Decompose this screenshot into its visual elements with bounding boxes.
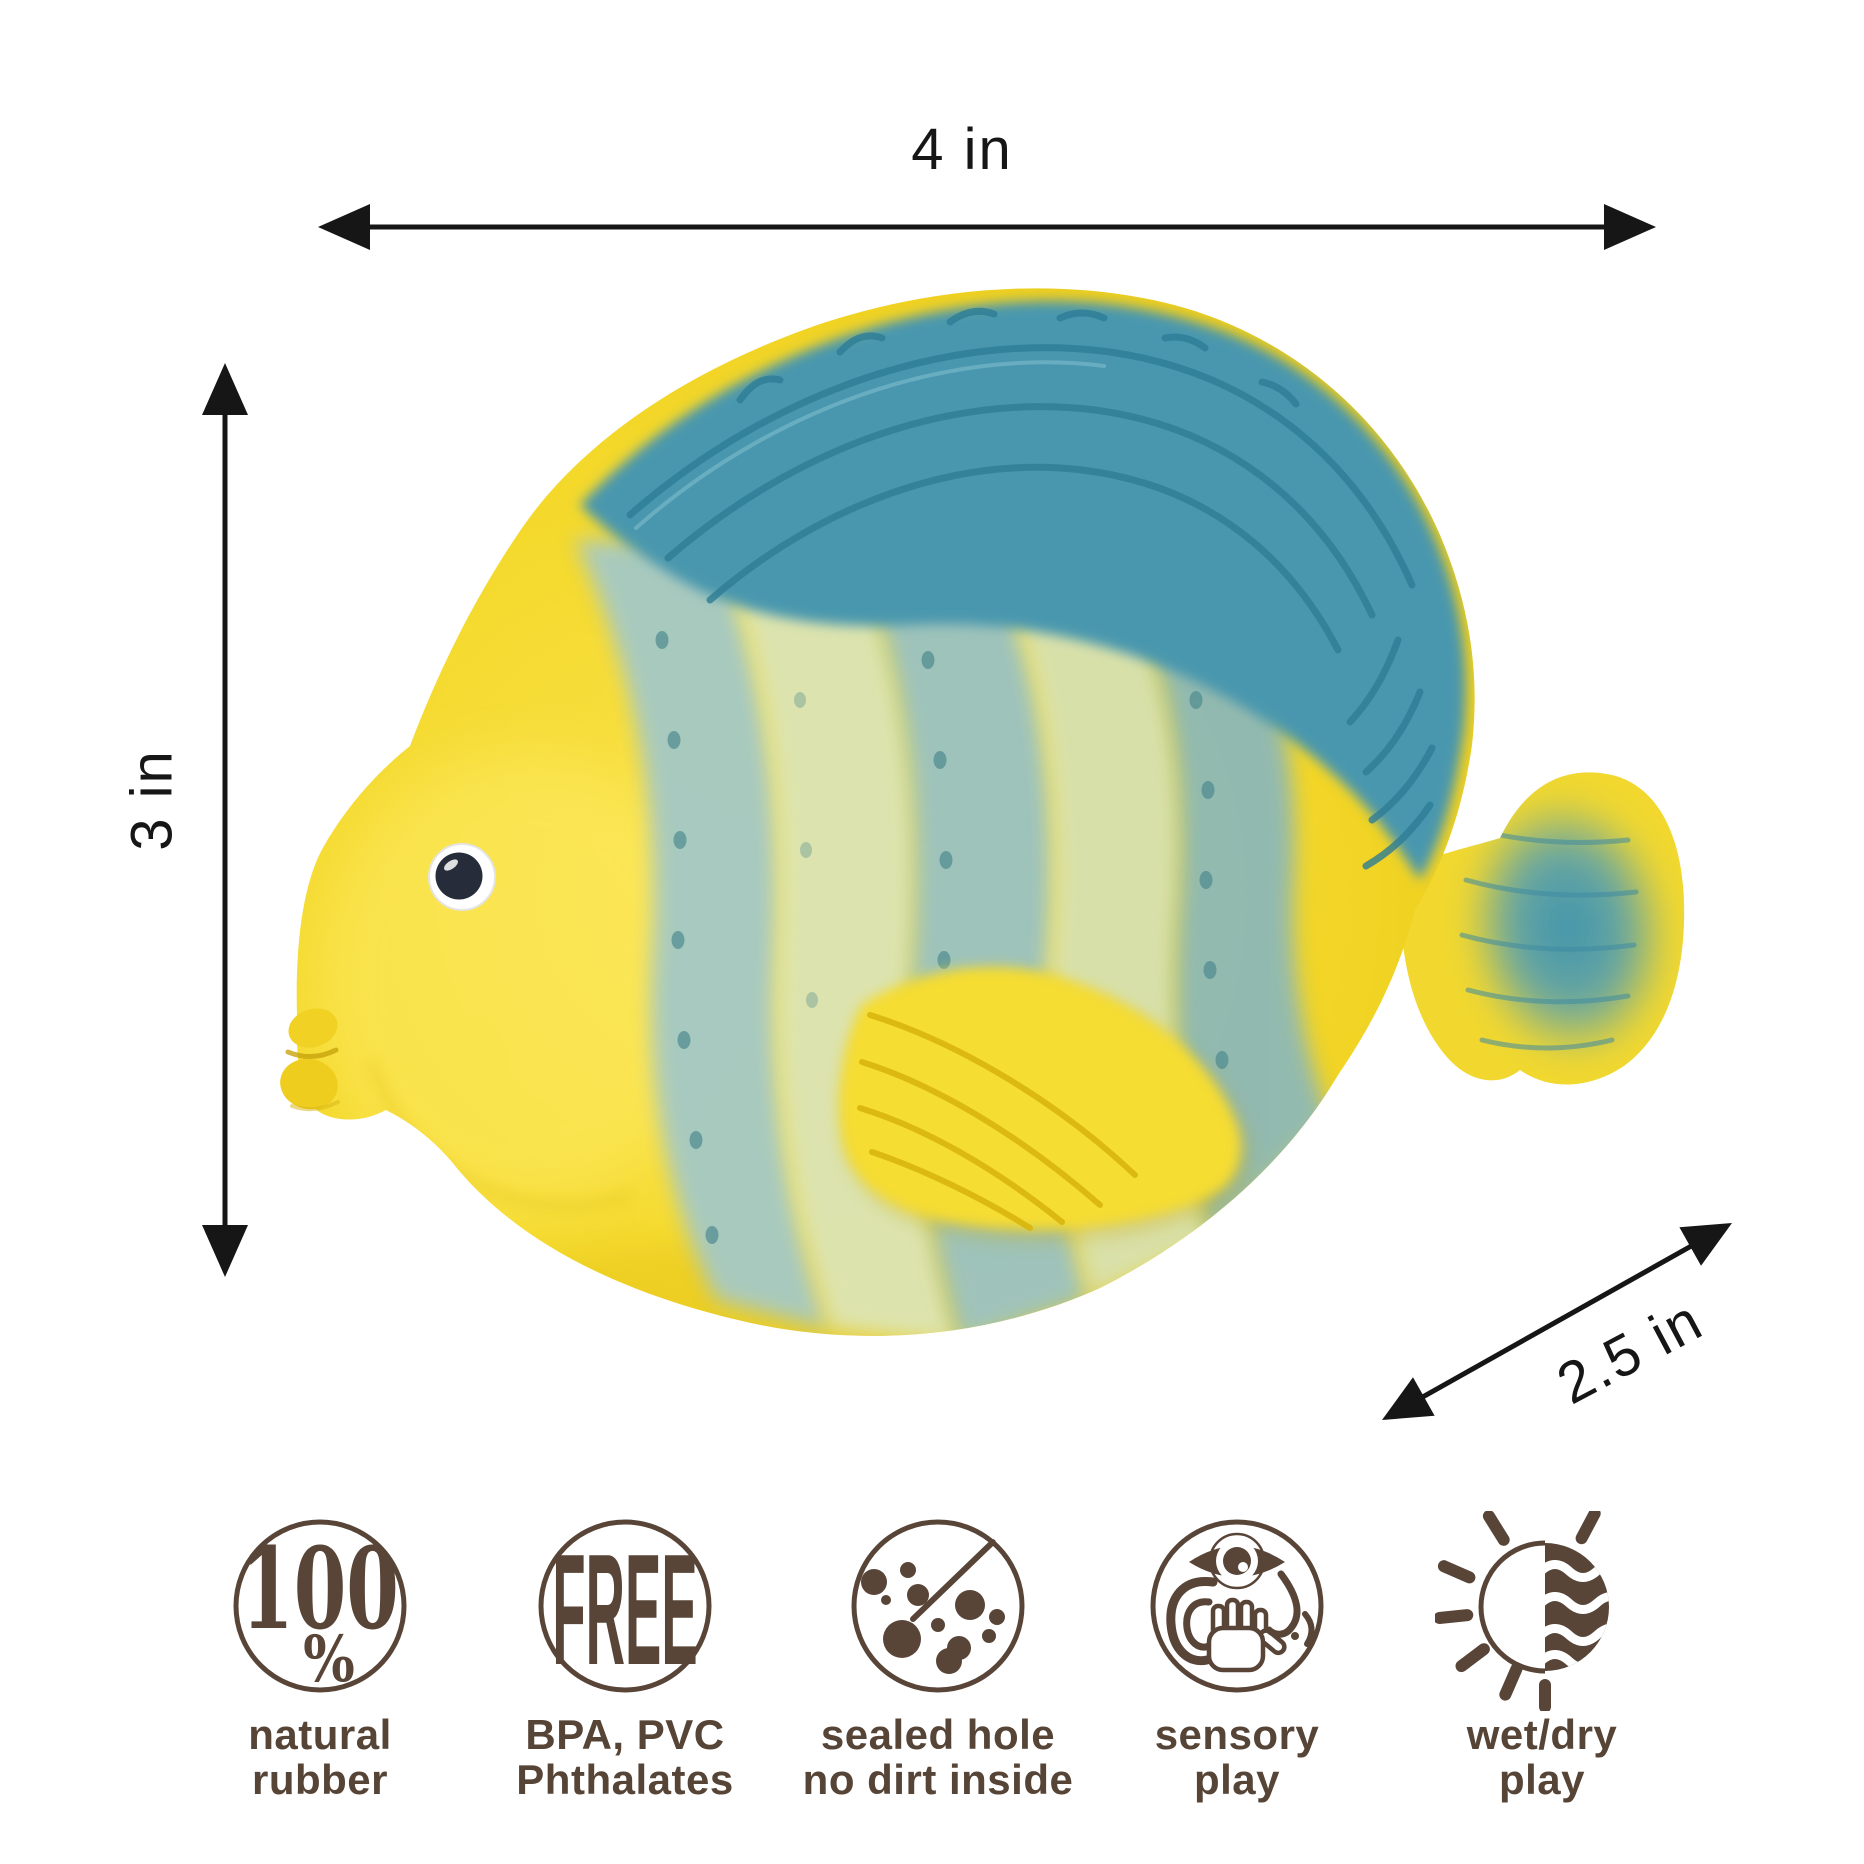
nose-glyph <box>1265 1570 1315 1647</box>
feature-label-sensory-play: sensory play <box>1154 1711 1320 1803</box>
height-dimension-label: 3 in <box>119 749 185 851</box>
feature-label-wet-dry-play: wet/dry play <box>1466 1711 1618 1803</box>
fish-eye <box>428 843 496 911</box>
sealed-hole-icon <box>851 1519 1025 1693</box>
sun-rays <box>1435 1511 1601 1711</box>
feature-label-natural-rubber: natural rubber <box>248 1711 392 1803</box>
fish-lips <box>280 1008 340 1112</box>
sensory-play-icon <box>1150 1519 1324 1693</box>
hand-glyph <box>1206 1597 1287 1673</box>
feature-label-sealed-hole: sealed hole no dirt inside <box>802 1711 1074 1803</box>
100-percent-icon: 100 % <box>233 1519 407 1694</box>
svg-text:%: % <box>303 1622 355 1694</box>
free-badge-icon: FREE <box>538 1519 712 1694</box>
svg-text:FREE: FREE <box>552 1522 697 1694</box>
fish-dorsal-fin <box>580 301 1466 880</box>
width-dimension-arrow <box>318 204 1656 250</box>
fish-tail <box>1380 772 1685 1085</box>
depth-dimension-arrow <box>1382 1223 1732 1420</box>
svg-text:100: 100 <box>241 1523 399 1655</box>
fish-pectoral-fin <box>839 966 1247 1240</box>
feature-label-chemical-free: BPA, PVC Phthalates <box>516 1711 734 1803</box>
fish-illustration <box>280 288 1685 1336</box>
wet-dry-play-icon <box>1435 1511 1609 1711</box>
eye-glyph <box>1189 1532 1285 1590</box>
ear-glyph <box>1166 1577 1218 1666</box>
width-dimension-label: 4 in <box>911 117 1013 182</box>
height-dimension-arrow <box>202 363 248 1277</box>
